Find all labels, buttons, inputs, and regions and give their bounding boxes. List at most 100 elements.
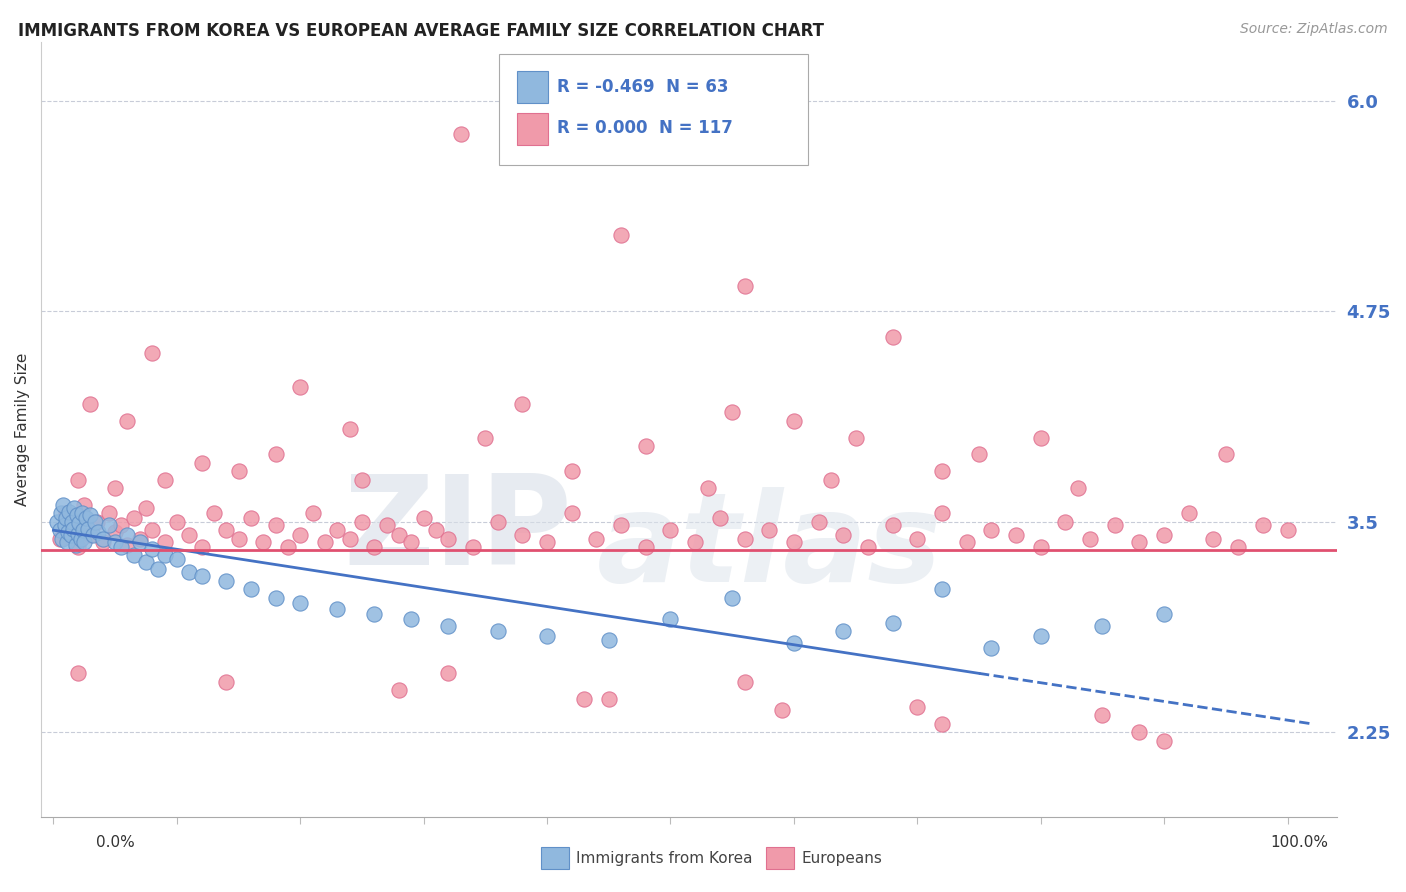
Point	[1091, 708, 1114, 723]
Point	[239, 511, 262, 525]
Text: atlas: atlas	[596, 486, 942, 607]
Point	[931, 717, 953, 731]
Point	[363, 540, 385, 554]
Point	[1091, 619, 1114, 633]
Point	[412, 511, 434, 525]
Point	[905, 532, 928, 546]
Point	[350, 515, 373, 529]
Point	[153, 535, 176, 549]
Point	[783, 636, 806, 650]
Point	[339, 422, 361, 436]
Point	[55, 511, 77, 525]
Point	[734, 279, 756, 293]
Point	[179, 566, 201, 580]
Point	[91, 532, 114, 546]
Point	[290, 596, 312, 610]
Point	[1215, 447, 1237, 461]
Point	[610, 518, 633, 533]
Point	[1104, 518, 1126, 533]
Point	[215, 523, 238, 537]
Point	[79, 397, 101, 411]
Point	[931, 582, 953, 596]
Point	[388, 528, 411, 542]
Point	[69, 532, 91, 546]
Point	[46, 515, 69, 529]
Point	[709, 511, 731, 525]
Point	[882, 615, 904, 630]
Point	[141, 346, 163, 360]
Point	[721, 591, 744, 605]
Point	[980, 641, 1002, 656]
Point	[65, 538, 87, 552]
Point	[437, 619, 460, 633]
Point	[314, 535, 336, 549]
Point	[264, 447, 287, 461]
Point	[1078, 532, 1101, 546]
Point	[486, 624, 509, 639]
Point	[734, 532, 756, 546]
Point	[832, 528, 855, 542]
Point	[585, 532, 607, 546]
Point	[425, 523, 447, 537]
Point	[87, 524, 110, 539]
Point	[956, 535, 979, 549]
Point	[77, 522, 100, 536]
Point	[1227, 540, 1250, 554]
Point	[86, 515, 108, 529]
Point	[1005, 528, 1028, 542]
Point	[474, 431, 496, 445]
Point	[820, 473, 842, 487]
Point	[98, 507, 121, 521]
Point	[450, 128, 472, 142]
Point	[610, 228, 633, 243]
Point	[659, 612, 682, 626]
Text: Immigrants from Korea: Immigrants from Korea	[576, 851, 754, 865]
Point	[536, 629, 558, 643]
Point	[1128, 725, 1150, 739]
Point	[561, 507, 583, 521]
Point	[770, 703, 793, 717]
Text: R = -0.469  N = 63: R = -0.469 N = 63	[557, 78, 728, 95]
Point	[1202, 532, 1225, 546]
Point	[783, 414, 806, 428]
Point	[980, 523, 1002, 537]
Point	[98, 518, 121, 533]
Point	[104, 535, 127, 549]
Point	[572, 691, 595, 706]
Y-axis label: Average Family Size: Average Family Size	[15, 352, 30, 506]
Point	[931, 464, 953, 478]
Point	[290, 528, 312, 542]
Point	[339, 532, 361, 546]
Point	[228, 464, 250, 478]
Point	[1067, 481, 1090, 495]
Point	[128, 532, 150, 546]
Point	[215, 674, 238, 689]
Point	[84, 515, 107, 529]
Point	[228, 532, 250, 546]
Point	[190, 568, 212, 582]
Point	[58, 505, 80, 519]
Point	[696, 481, 718, 495]
Point	[486, 515, 509, 529]
Text: Europeans: Europeans	[801, 851, 883, 865]
Point	[79, 508, 101, 522]
Point	[67, 540, 90, 554]
Point	[166, 515, 188, 529]
Point	[264, 518, 287, 533]
Point	[59, 528, 82, 542]
Point	[104, 481, 127, 495]
Point	[122, 549, 145, 563]
Point	[73, 535, 96, 549]
Point	[1277, 523, 1299, 537]
Point	[634, 540, 657, 554]
Point	[190, 540, 212, 554]
Point	[67, 473, 90, 487]
Point	[882, 329, 904, 343]
Point	[350, 473, 373, 487]
Point	[301, 507, 323, 521]
Point	[75, 511, 97, 525]
Point	[67, 516, 90, 531]
Point	[931, 507, 953, 521]
Point	[104, 524, 127, 539]
Point	[166, 552, 188, 566]
